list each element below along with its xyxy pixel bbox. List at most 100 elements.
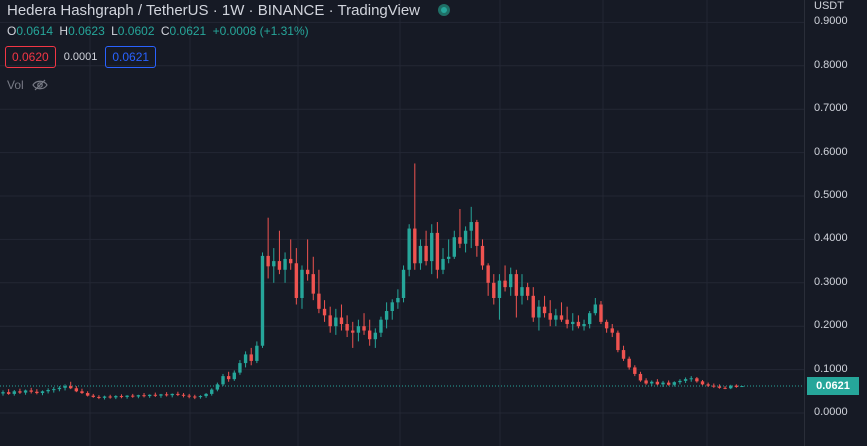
candle-up bbox=[159, 394, 163, 396]
candle-up bbox=[430, 232, 434, 262]
source-label: TradingView bbox=[337, 2, 421, 19]
candle-up bbox=[587, 313, 592, 325]
ohlc-values: O0.0614 H0.0623 L0.0602 C0.0621 +0.0008 … bbox=[7, 24, 312, 38]
price-tick-label: 0.6000 bbox=[814, 145, 848, 158]
candle-down bbox=[599, 304, 603, 322]
candle-down bbox=[525, 287, 530, 296]
candle-down bbox=[435, 232, 440, 270]
candle-up bbox=[650, 381, 654, 384]
candle-down bbox=[328, 315, 332, 327]
high-value: 0.0623 bbox=[68, 24, 105, 38]
candle-down bbox=[548, 313, 552, 320]
candle-down bbox=[458, 237, 462, 244]
candle-up bbox=[334, 317, 338, 327]
chart-legend-title[interactable]: Hedera Hashgraph / TetherUS · 1W · BINAN… bbox=[7, 2, 451, 19]
candle-up bbox=[537, 306, 541, 318]
candle-down bbox=[362, 326, 366, 331]
candle-down bbox=[29, 390, 33, 392]
candle-down bbox=[18, 391, 22, 393]
price-tick-label: 0.8000 bbox=[814, 58, 848, 71]
currency-label[interactable]: USDT bbox=[814, 0, 844, 12]
open-label: O bbox=[7, 24, 17, 38]
candle-down bbox=[655, 381, 660, 385]
candle-down bbox=[266, 255, 270, 267]
candle-up bbox=[114, 396, 118, 398]
candle-up bbox=[678, 380, 682, 383]
candle-up bbox=[215, 384, 220, 390]
close-label: C bbox=[160, 24, 170, 38]
candle-up bbox=[520, 287, 524, 296]
price-tick-label: 0.4000 bbox=[814, 232, 848, 245]
candle-down bbox=[142, 395, 146, 397]
candle-up bbox=[407, 228, 411, 270]
candle-up bbox=[125, 395, 129, 397]
candle-down bbox=[604, 321, 609, 329]
interval-label[interactable]: 1W bbox=[221, 2, 245, 19]
high-label: H bbox=[59, 24, 69, 38]
candle-down bbox=[486, 265, 490, 283]
candle-up bbox=[102, 396, 107, 398]
candle-down bbox=[6, 392, 11, 394]
candle-down bbox=[339, 317, 344, 325]
candle-up bbox=[379, 319, 383, 333]
candle-up bbox=[571, 321, 575, 325]
candle-down bbox=[317, 293, 321, 309]
open-value: 0.0614 bbox=[16, 24, 54, 38]
market-status-icon[interactable] bbox=[438, 4, 451, 16]
candle-up bbox=[396, 297, 400, 303]
candle-up bbox=[12, 391, 16, 394]
candle-up bbox=[272, 261, 276, 267]
candle-down bbox=[565, 319, 569, 325]
candle-down bbox=[311, 274, 315, 294]
legend-separator: · bbox=[248, 2, 254, 19]
candle-up bbox=[446, 256, 451, 259]
candle-down bbox=[322, 308, 327, 316]
last-price-tag: 0.0621 bbox=[807, 377, 859, 395]
legend-separator: · bbox=[328, 2, 334, 19]
candle-up bbox=[384, 311, 389, 320]
candle-down bbox=[345, 324, 349, 331]
candle-up bbox=[232, 372, 236, 380]
candle-down bbox=[85, 393, 90, 396]
candle-up bbox=[509, 274, 513, 288]
candle-down bbox=[153, 394, 158, 396]
candle-down bbox=[492, 282, 496, 298]
candle-down bbox=[249, 354, 253, 361]
candle-down bbox=[181, 394, 186, 396]
candle-up bbox=[238, 363, 242, 373]
candle-up bbox=[52, 389, 56, 391]
candle-up bbox=[243, 354, 248, 364]
candle-down bbox=[627, 358, 631, 368]
candle-up bbox=[170, 393, 174, 396]
buy-price-button[interactable]: 0.0621 bbox=[105, 46, 157, 68]
price-tick-label: 0.9000 bbox=[814, 15, 848, 28]
candle-up bbox=[463, 230, 468, 244]
candle-down bbox=[424, 245, 428, 262]
candle-down bbox=[108, 396, 112, 398]
trade-buttons: 0.0620 0.0001 0.0621 bbox=[5, 46, 157, 68]
candle-down bbox=[35, 391, 39, 394]
candle-down bbox=[193, 396, 197, 398]
candle-up bbox=[147, 394, 152, 397]
candle-up bbox=[672, 382, 676, 385]
candle-up bbox=[57, 387, 62, 390]
candle-down bbox=[503, 280, 507, 288]
sell-price-button[interactable]: 0.0620 bbox=[5, 46, 56, 68]
low-value: 0.0602 bbox=[117, 24, 155, 38]
spread-value: 0.0001 bbox=[63, 51, 98, 63]
candle-down bbox=[367, 330, 372, 340]
candle-down bbox=[514, 274, 519, 296]
change-value: +0.0008 (+1.31%) bbox=[212, 24, 309, 38]
candle-up bbox=[452, 237, 456, 257]
symbol-name[interactable]: Hedera Hashgraph / TetherUS bbox=[7, 2, 209, 19]
candle-down bbox=[119, 396, 124, 398]
price-tick-label: 0.2000 bbox=[814, 319, 848, 332]
candle-down bbox=[176, 393, 180, 395]
candle-up bbox=[300, 269, 304, 298]
candle-down bbox=[226, 376, 231, 380]
eye-hidden-icon[interactable] bbox=[31, 79, 48, 91]
candle-down bbox=[164, 394, 169, 396]
candle-up bbox=[469, 222, 473, 231]
volume-legend[interactable]: Vol bbox=[7, 78, 48, 92]
